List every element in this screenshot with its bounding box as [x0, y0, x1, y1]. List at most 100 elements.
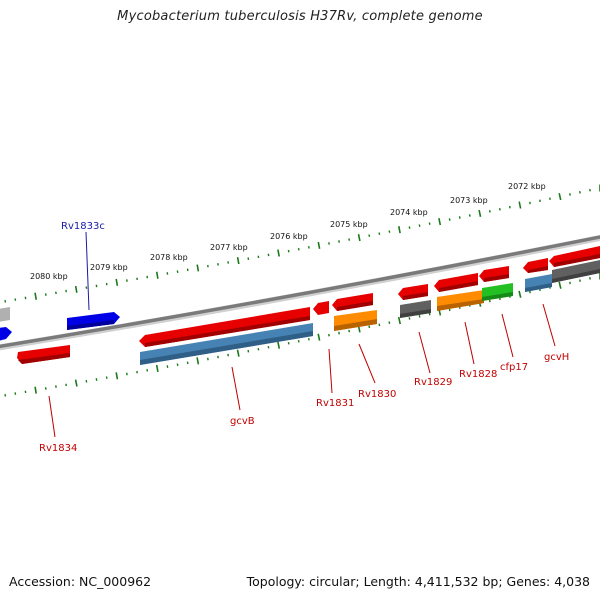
gene-label-rv1829[interactable]: Rv1829: [414, 377, 452, 388]
genome-summary-text: Topology: circular; Length: 4,411,532 bp…: [247, 574, 590, 589]
outer-scale-tick: [35, 293, 36, 300]
scale-label-2073: 2073 kbp: [450, 196, 488, 205]
gene-label-cfp17[interactable]: cfp17: [500, 362, 528, 373]
accession-text: Accession: NC_000962: [9, 574, 151, 589]
leader-rv1831: [329, 349, 332, 393]
gene-label-rv1831[interactable]: Rv1831: [316, 398, 354, 409]
outer-scale-tick: [449, 218, 450, 220]
outer-scale-tick: [460, 216, 461, 218]
outer-scale-tick: [419, 225, 420, 227]
leader-gcvh: [543, 304, 555, 346]
outer-scale-tick: [530, 202, 531, 204]
leader-rv1828: [465, 322, 474, 364]
outer-scale-tick: [439, 218, 440, 225]
inner-scale-tick: [177, 364, 178, 366]
outer-scale-tick: [157, 272, 158, 279]
gene-labels: Rv1833c Rv1834 gcvB Rv1831 Rv1830 Rv1829…: [39, 221, 569, 454]
inner-scale-tick: [580, 280, 581, 282]
leader-rv1830: [359, 344, 375, 383]
inner-scale-tick: [519, 291, 521, 298]
inner-scale-tick: [449, 309, 450, 311]
outer-scale-tick: [519, 202, 520, 209]
scale-label-2072: 2072 kbp: [508, 182, 546, 191]
gene-label-gcvb[interactable]: gcvB: [230, 416, 255, 427]
inner-scale-tick: [197, 357, 198, 364]
outer-scale-tick: [399, 226, 400, 233]
gene-rv1831[interactable]: [313, 301, 329, 315]
outer-scale-tick: [299, 248, 300, 250]
inner-scale-tick: [318, 334, 319, 341]
gene-feature-partial-gray[interactable]: [0, 307, 10, 322]
outer-scale-tick: [470, 214, 471, 216]
leader-gcvb: [232, 367, 240, 410]
inner-scale-tick: [559, 282, 561, 289]
genome-title: Mycobacterium tuberculosis H37Rv, comple…: [0, 9, 600, 24]
outer-scale-tick: [479, 210, 480, 217]
inner-scale-tick: [157, 365, 158, 372]
leader-rv1834: [49, 396, 55, 437]
gene-label-rv1830[interactable]: Rv1830: [358, 389, 396, 400]
scale-label-2078: 2078 kbp: [150, 253, 188, 262]
gene-label-rv1834[interactable]: Rv1834: [39, 443, 77, 454]
scale-label-2080: 2080 kbp: [30, 272, 68, 281]
leader-rv1829: [419, 332, 430, 373]
scale-label-2079: 2079 kbp: [90, 263, 128, 272]
outer-scale-tick: [580, 191, 581, 193]
outer-scale-tick: [56, 292, 57, 294]
leader-rv1833c: [86, 232, 89, 310]
inner-scale-tick: [278, 342, 279, 349]
inner-scale-tick: [299, 340, 300, 342]
inner-scale-tick: [167, 365, 168, 367]
leader-cfp17: [502, 314, 513, 357]
inner-scale-tick: [339, 332, 340, 334]
inner-scale-tick: [399, 317, 401, 324]
outer-scale-tick: [177, 271, 178, 273]
inner-scale-tick: [56, 385, 57, 387]
gene-label-gcvh[interactable]: gcvH: [544, 352, 569, 363]
scale-label-2075: 2075 kbp: [330, 220, 368, 229]
outer-scale-tick: [379, 233, 380, 235]
outer-scale-tick: [510, 206, 511, 208]
outer-scale-tick: [339, 240, 340, 242]
outer-scale-tick: [490, 210, 491, 212]
outer-scale-tick: [559, 193, 561, 200]
inner-scale-tick: [409, 317, 410, 319]
inner-scale-tick: [76, 380, 77, 387]
outer-scale-tick: [349, 238, 350, 240]
outer-scale-tick: [238, 257, 239, 264]
inner-scale-tick: [309, 338, 310, 340]
inner-scale-tick: [238, 350, 239, 357]
outer-scale-tick: [359, 234, 360, 241]
outer-scale-tick: [318, 242, 319, 249]
inner-scale-tick: [419, 315, 420, 317]
outer-scale-tick: [116, 279, 117, 286]
inner-scale-tick: [187, 362, 188, 364]
outer-scale-tick: [76, 286, 77, 293]
inner-scale-tick: [369, 326, 370, 328]
outer-scale-tick: [309, 246, 310, 248]
inner-scale-tick: [349, 330, 350, 332]
inner-scale-tick: [35, 387, 36, 394]
inner-scale-tick: [490, 300, 491, 302]
outer-scale-tick: [288, 250, 289, 252]
scale-label-2077: 2077 kbp: [210, 243, 248, 252]
outer-scale-tick: [369, 235, 370, 237]
scale-label-2076: 2076 kbp: [270, 232, 308, 241]
inner-scale-tick: [116, 372, 117, 379]
gene-label-rv1828[interactable]: Rv1828: [459, 369, 497, 380]
outer-scale-tick: [278, 250, 279, 257]
outer-scale-tick: [197, 265, 198, 272]
inner-scale-tick: [137, 371, 138, 373]
outer-scale-tick: [500, 208, 501, 210]
inner-scale-tick: [379, 324, 380, 326]
inner-scale-tick: [389, 322, 390, 324]
inner-scale-tick: [329, 334, 330, 336]
scale-label-2074: 2074 kbp: [390, 208, 428, 217]
inner-scale-tick: [590, 277, 591, 279]
gene-feature-partial-blue[interactable]: [0, 327, 12, 341]
gene-label-rv1833c[interactable]: Rv1833c: [61, 221, 105, 232]
outer-scale-tick: [540, 200, 541, 202]
outer-scale-tick: [590, 189, 591, 191]
